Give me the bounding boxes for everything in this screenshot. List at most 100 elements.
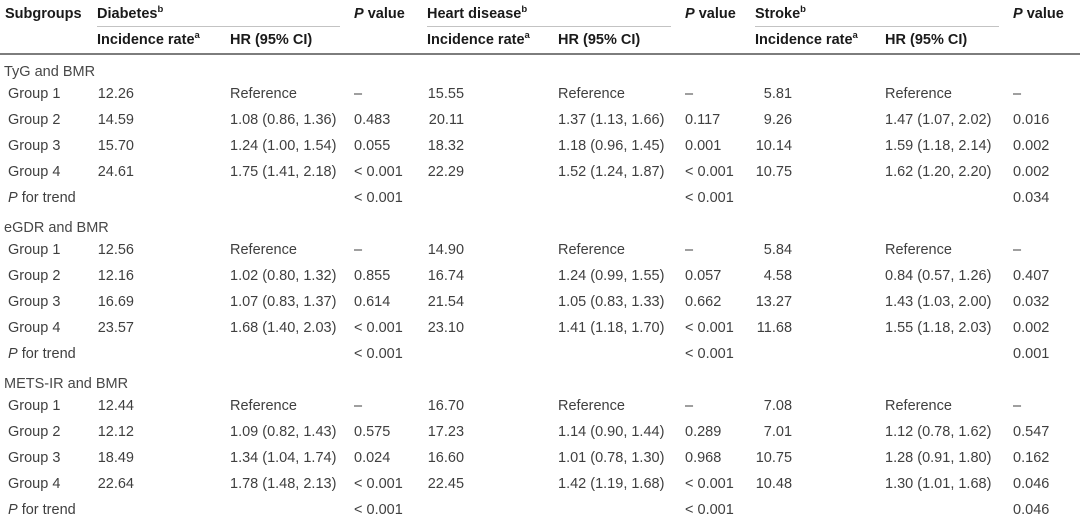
subgroup-label: Group 3 xyxy=(0,133,97,159)
col-header-heart-disease: Heart diseaseb xyxy=(427,0,685,30)
hr-cell: Reference xyxy=(558,398,625,414)
subgroup-label-text: Group 2 xyxy=(8,424,61,440)
subgroup-label-text: Group 3 xyxy=(8,294,61,310)
hr-cell: 1.28 (0.91, 1.80) xyxy=(885,450,992,466)
incidence-rate-value: 12.26 xyxy=(97,86,134,102)
incidence-rate-cell: 9.26 xyxy=(755,107,885,133)
hr-cell: 1.34 (1.04, 1.74) xyxy=(230,450,337,466)
subgroup-label-text: for trend xyxy=(17,190,76,206)
p-value-cell: < 0.001 xyxy=(354,346,403,362)
p-value-cell: 0.055 xyxy=(354,138,391,154)
incidence-rate-cell xyxy=(427,185,558,211)
p-value-cell: 0.046 xyxy=(1013,476,1050,492)
p-value-cell: 0.016 xyxy=(1013,112,1050,128)
incidence-rate-cell: 16.70 xyxy=(427,393,558,419)
section-header-row: eGDR and BMR xyxy=(0,211,1080,237)
incidence-label: Incidence rate xyxy=(755,32,853,48)
incidence-rate-value: 10.14 xyxy=(755,138,793,154)
incidence-rate-value: 10.75 xyxy=(755,164,793,180)
incidence-rate-value: 13.27 xyxy=(755,294,793,310)
incidence-rate-cell xyxy=(97,185,230,211)
incidence-rate-value: 22.29 xyxy=(427,164,465,180)
incidence-rate-cell: 12.44 xyxy=(97,393,230,419)
p-value-cell: – xyxy=(1013,398,1022,414)
subgroup-label-text: Group 4 xyxy=(8,164,61,180)
incidence-rate-cell: 7.01 xyxy=(755,419,885,445)
col-header-diabetes: Diabetesb xyxy=(97,0,354,30)
subgroup-label: Group 3 xyxy=(0,289,97,315)
hr-cell: Reference xyxy=(230,398,297,414)
incidence-rate-value: 10.75 xyxy=(755,450,793,466)
subgroup-label-text: Group 2 xyxy=(8,268,61,284)
incidence-rate-cell: 12.26 xyxy=(97,81,230,107)
hr-cell: 1.42 (1.19, 1.68) xyxy=(558,476,665,492)
subgroup-label-text: Group 1 xyxy=(8,242,61,258)
p-value-cell: < 0.001 xyxy=(685,320,734,336)
subgroup-label-italic: P xyxy=(8,190,18,206)
incidence-rate-value: 15.55 xyxy=(427,86,465,102)
incidence-rate-value: 22.64 xyxy=(97,476,134,492)
p-italic: P xyxy=(685,6,695,22)
hr-cell: 1.75 (1.41, 2.18) xyxy=(230,164,337,180)
col-header-incidence-rate-heart: Incidence ratea xyxy=(427,30,559,55)
p-value-cell: 0.662 xyxy=(685,294,722,310)
section-title: eGDR and BMR xyxy=(4,219,109,236)
p-value-cell: 0.001 xyxy=(685,138,722,154)
incidence-rate-cell xyxy=(755,497,885,523)
incidence-rate-value: 18.49 xyxy=(97,450,134,466)
subgroup-label: Group 2 xyxy=(0,263,97,289)
footnote-marker-a: a xyxy=(852,30,858,42)
subgroup-label-text: for trend xyxy=(17,346,76,362)
incidence-rate-cell: 17.23 xyxy=(427,419,558,445)
incidence-rate-value: 11.68 xyxy=(756,320,793,336)
hr-cell: 1.24 (1.00, 1.54) xyxy=(230,138,337,154)
incidence-rate-cell: 16.69 xyxy=(97,289,230,315)
incidence-rate-cell: 15.55 xyxy=(427,81,558,107)
col-header-incidence-rate-stroke: Incidence ratea xyxy=(755,30,886,55)
section-header-row: METS-IR and BMR xyxy=(0,367,1080,393)
p-value-cell: < 0.001 xyxy=(685,190,734,206)
heart-disease-label: Heart disease xyxy=(427,6,522,22)
subgroup-label: Group 3 xyxy=(0,445,97,471)
p-value-cell: < 0.001 xyxy=(354,164,403,180)
subgroup-label-text: Group 4 xyxy=(8,320,61,336)
hr-cell: 1.78 (1.48, 2.13) xyxy=(230,476,337,492)
p-value-cell: 0.002 xyxy=(1013,164,1050,180)
incidence-rate-cell: 5.81 xyxy=(755,81,885,107)
subgroup-label: P for trend xyxy=(0,497,97,523)
incidence-rate-cell: 7.08 xyxy=(755,393,885,419)
hr-cell: 1.37 (1.13, 1.66) xyxy=(558,112,665,128)
p-value-cell: 0.057 xyxy=(685,268,722,284)
hr-cell xyxy=(230,185,354,211)
hr-cell: Reference xyxy=(558,86,625,102)
table-row: Group 1 12.44 Reference – 16.70 Reference – 7.0… xyxy=(0,393,1080,419)
col-header-spacer xyxy=(354,30,428,55)
subgroup-label-text: Group 1 xyxy=(8,398,61,414)
incidence-rate-cell: 16.60 xyxy=(427,445,558,471)
hr-cell: 1.05 (0.83, 1.33) xyxy=(558,294,665,310)
hr-cell xyxy=(885,341,1013,367)
hr-cell: 1.08 (0.86, 1.36) xyxy=(230,112,337,128)
footnote-marker-b: b xyxy=(521,4,528,16)
col-header-hr-diabetes: HR (95% CI) xyxy=(230,30,355,55)
stroke-label: Stroke xyxy=(755,6,801,22)
col-header-hr-heart: HR (95% CI) xyxy=(558,30,686,55)
hr-cell: 1.01 (0.78, 1.30) xyxy=(558,450,665,466)
subgroup-label: Group 4 xyxy=(0,471,97,497)
hr-cell: 0.84 (0.57, 1.26) xyxy=(885,268,992,284)
hr-cell: 1.24 (0.99, 1.55) xyxy=(558,268,665,284)
subgroup-label: Group 4 xyxy=(0,315,97,341)
section-header-row: TyG and BMR xyxy=(0,54,1080,81)
hr-cell: 1.52 (1.24, 1.87) xyxy=(558,164,665,180)
subgroup-label-text: Group 2 xyxy=(8,112,61,128)
p-value-cell: – xyxy=(1013,86,1022,102)
incidence-rate-value: 14.59 xyxy=(97,112,134,128)
incidence-rate-value: 20.11 xyxy=(428,112,465,128)
p-value-cell: < 0.001 xyxy=(354,190,403,206)
hr-cell xyxy=(558,497,685,523)
incidence-rate-cell: 12.16 xyxy=(97,263,230,289)
hr-cell xyxy=(885,185,1013,211)
subgroup-label: Group 1 xyxy=(0,393,97,419)
incidence-rate-cell: 22.64 xyxy=(97,471,230,497)
incidence-rate-value: 16.60 xyxy=(427,450,465,466)
